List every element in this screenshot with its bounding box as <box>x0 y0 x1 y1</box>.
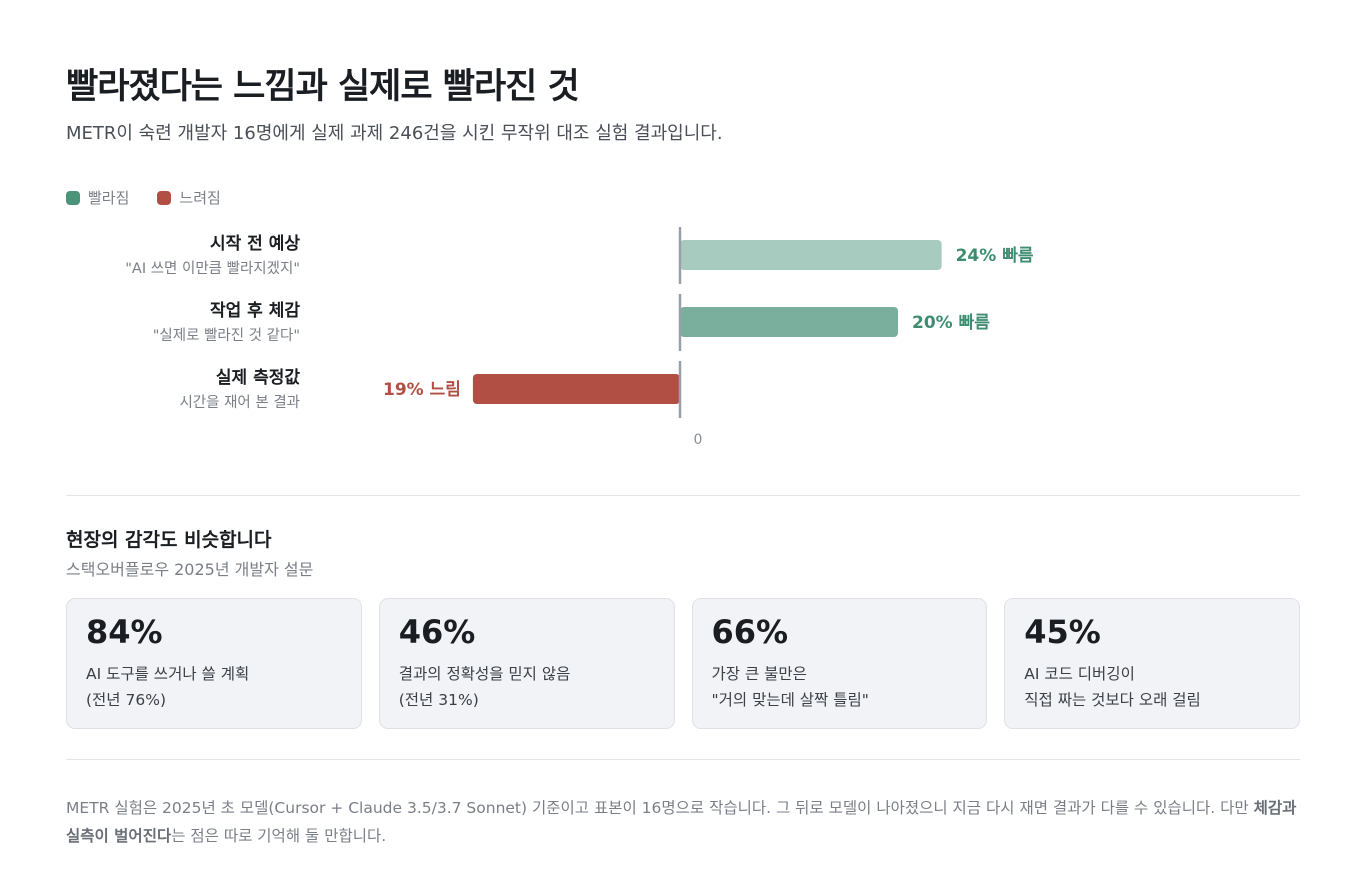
legend-item-slower: 느려짐 <box>157 187 221 208</box>
stat-card: 84% AI 도구를 쓰거나 쓸 계획 (전년 76%) <box>66 598 362 729</box>
stat-line: 가장 큰 불만은 <box>711 665 807 683</box>
stat-value: 84% <box>86 613 163 651</box>
stat-line: 결과의 정확성을 믿지 않음 <box>398 665 571 683</box>
legend-label-slower: 느려짐 <box>179 189 221 207</box>
stat-line: AI 코드 디버깅이 <box>1024 665 1135 683</box>
stat-card: 45% AI 코드 디버깅이 직접 짜는 것보다 오래 걸림 <box>1004 598 1300 729</box>
footer-divider <box>66 759 1300 760</box>
stat-line: "거의 맞는데 살짝 틀림" <box>711 691 869 709</box>
footnote-emphasis: 체감과 실측이 벌어진다 <box>66 798 1297 845</box>
category-label: 시작 전 예상 <box>210 234 300 254</box>
stat-line: AI 도구를 쓰거나 쓸 계획 <box>86 665 250 683</box>
category-sublabel: "실제로 빨라진 것 같다" <box>153 327 300 344</box>
bar-value-label: 20% 빠름 <box>912 313 990 333</box>
footnote-text: METR 실험은 2025년 초 모델(Cursor + Claude 3.5/… <box>66 798 1254 817</box>
bar-value-label: 24% 빠름 <box>956 246 1034 266</box>
stat-description: AI 코드 디버깅이 직접 짜는 것보다 오래 걸림 <box>1024 661 1280 713</box>
stat-value: 45% <box>1024 613 1101 651</box>
category-sublabel: "AI 쓰면 이만큼 빨라지겠지" <box>125 260 300 277</box>
x-tick-label: 0 <box>694 432 703 448</box>
survey-source: 스택오버플로우 2025년 개발자 설문 <box>66 560 314 579</box>
legend-swatch-faster <box>66 190 80 205</box>
survey-title: 현장의 감각도 비슷합니다 <box>66 529 272 551</box>
bar <box>680 240 942 270</box>
page-title: 빨라졌다는 느낌과 실제로 빨라진 것 <box>66 67 580 107</box>
page-subtitle: METR이 숙련 개발자 16명에게 실제 과제 246건을 시킨 무작위 대조… <box>66 123 723 144</box>
stat-description: 가장 큰 불만은 "거의 맞는데 살짝 틀림" <box>712 661 968 713</box>
stat-description: 결과의 정확성을 믿지 않음 (전년 31%) <box>399 661 655 713</box>
footnote-text-end: 는 점은 따로 기억해 둘 만합니다. <box>171 826 387 845</box>
stat-description: AI 도구를 쓰거나 쓸 계획 (전년 76%) <box>86 661 342 713</box>
stat-line: (전년 76%) <box>86 691 166 709</box>
stat-line: 직접 짜는 것보다 오래 걸림 <box>1024 691 1201 709</box>
stat-value: 46% <box>398 613 476 651</box>
footnote: METR 실험은 2025년 초 모델(Cursor + Claude 3.5/… <box>66 794 1300 850</box>
legend-swatch-slower <box>157 190 172 205</box>
stat-card: 66% 가장 큰 불만은 "거의 맞는데 살짝 틀림" <box>691 598 988 729</box>
stat-cards: 84% AI 도구를 쓰거나 쓸 계획 (전년 76%) 46% 결과의 정확성… <box>66 598 1300 729</box>
bar-value-label: 19% 느림 <box>383 380 461 400</box>
legend-label-faster: 빨라짐 <box>88 189 130 207</box>
bar <box>680 307 898 337</box>
category-label: 작업 후 체감 <box>210 300 300 321</box>
stat-line: (전년 31%) <box>398 691 479 709</box>
stat-value: 66% <box>711 613 789 651</box>
chart-legend: 빨라짐 느려짐 <box>66 187 249 208</box>
category-sublabel: 시간을 재어 본 결과 <box>179 394 300 411</box>
bar <box>472 374 680 404</box>
category-label: 실제 측정값 <box>216 368 300 388</box>
legend-item-faster: 빨라짐 <box>66 187 129 208</box>
section-divider <box>66 495 1300 496</box>
stat-card: 46% 결과의 정확성을 믿지 않음 (전년 31%) <box>378 598 675 729</box>
